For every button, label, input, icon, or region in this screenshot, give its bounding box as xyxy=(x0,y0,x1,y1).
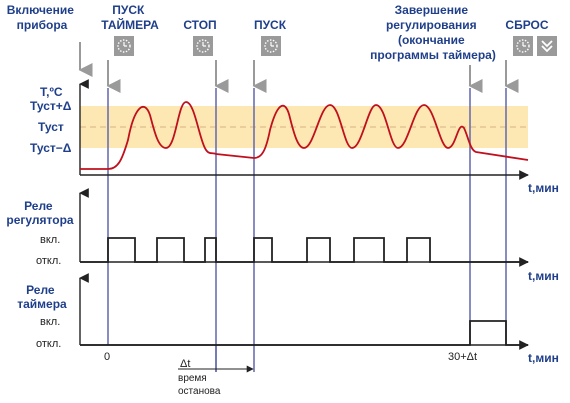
timer-relay-signal xyxy=(80,320,528,346)
timer-button-icon xyxy=(114,36,134,56)
temp-tick-upper: Туст+Δ xyxy=(30,99,72,113)
temperature-curve xyxy=(80,101,529,170)
timer-button-icon xyxy=(261,36,281,56)
temp-y-label: Т,ºС xyxy=(40,85,63,99)
regulator-relay-signal xyxy=(80,237,528,263)
time-zero-label: 0 xyxy=(104,351,110,363)
reg-on-label: вкл. xyxy=(40,234,60,246)
delta-caption: время останова xyxy=(178,373,221,397)
chevron-down-button-icon xyxy=(537,36,557,56)
timer-x-label: t,мин xyxy=(528,351,559,365)
reg-off-label: откл. xyxy=(36,255,61,267)
event-stop-label: СТОП xyxy=(183,18,216,32)
temp-x-label: t,мин xyxy=(528,181,559,195)
timer-button-icon xyxy=(193,36,213,56)
reg-relay-title: Реле регулятора xyxy=(6,199,74,227)
delta-label: Δt xyxy=(180,358,190,370)
reg-x-label: t,мин xyxy=(528,269,559,283)
event-start-timer-label: ПУСК ТАЙМЕРА xyxy=(101,3,159,32)
event-reset-label: СБРОС xyxy=(505,18,548,32)
timer-button-icon xyxy=(513,36,533,56)
time-end-label: 30+Δt xyxy=(448,351,477,363)
event-power-on-label: Включение прибора xyxy=(7,3,78,32)
timer-on-label: вкл. xyxy=(40,316,60,328)
timer-relay-title: Реле таймера xyxy=(17,283,67,311)
temp-tick-lower: Туст−Δ xyxy=(30,141,72,155)
timer-off-label: откл. xyxy=(36,338,61,350)
event-start-label: ПУСК xyxy=(254,18,287,32)
event-end-label: Завершение регулирования (окончание прог… xyxy=(370,3,496,62)
temp-tick-setpoint: Туст xyxy=(38,120,64,134)
